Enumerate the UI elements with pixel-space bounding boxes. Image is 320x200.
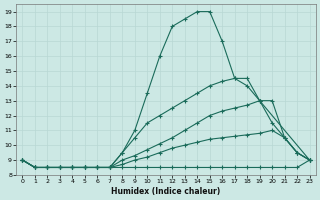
X-axis label: Humidex (Indice chaleur): Humidex (Indice chaleur)	[111, 187, 221, 196]
